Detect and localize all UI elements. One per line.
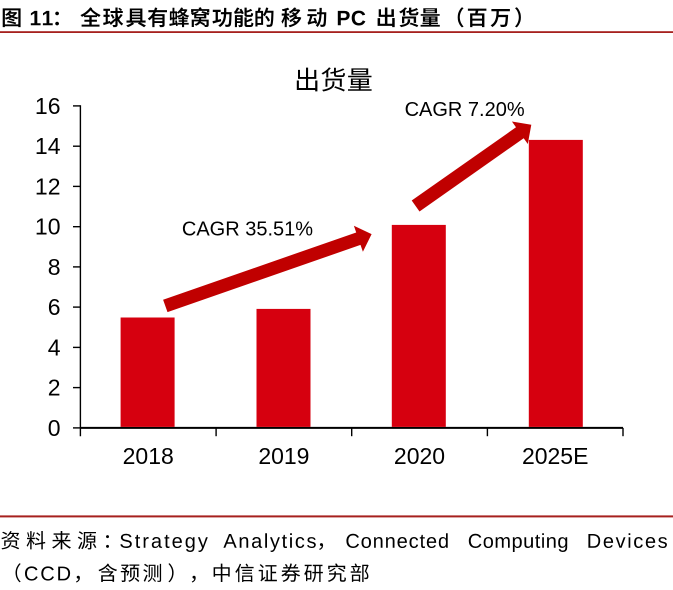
svg-text:4: 4 xyxy=(48,334,61,360)
svg-text:2: 2 xyxy=(48,375,61,401)
svg-text:2020: 2020 xyxy=(394,443,445,469)
svg-text:2025E: 2025E xyxy=(522,443,589,469)
svg-text:6: 6 xyxy=(48,294,61,320)
svg-text:CAGR 35.51%: CAGR 35.51% xyxy=(182,219,313,241)
svg-text:2018: 2018 xyxy=(123,443,174,469)
svg-text:10: 10 xyxy=(35,214,61,240)
svg-text:2019: 2019 xyxy=(258,443,309,469)
svg-text:14: 14 xyxy=(35,133,61,159)
svg-text:16: 16 xyxy=(35,93,61,119)
svg-text:12: 12 xyxy=(35,173,61,199)
svg-text:CAGR 7.20%: CAGR 7.20% xyxy=(405,99,525,121)
svg-text:0: 0 xyxy=(48,415,61,441)
svg-text:8: 8 xyxy=(48,254,61,280)
